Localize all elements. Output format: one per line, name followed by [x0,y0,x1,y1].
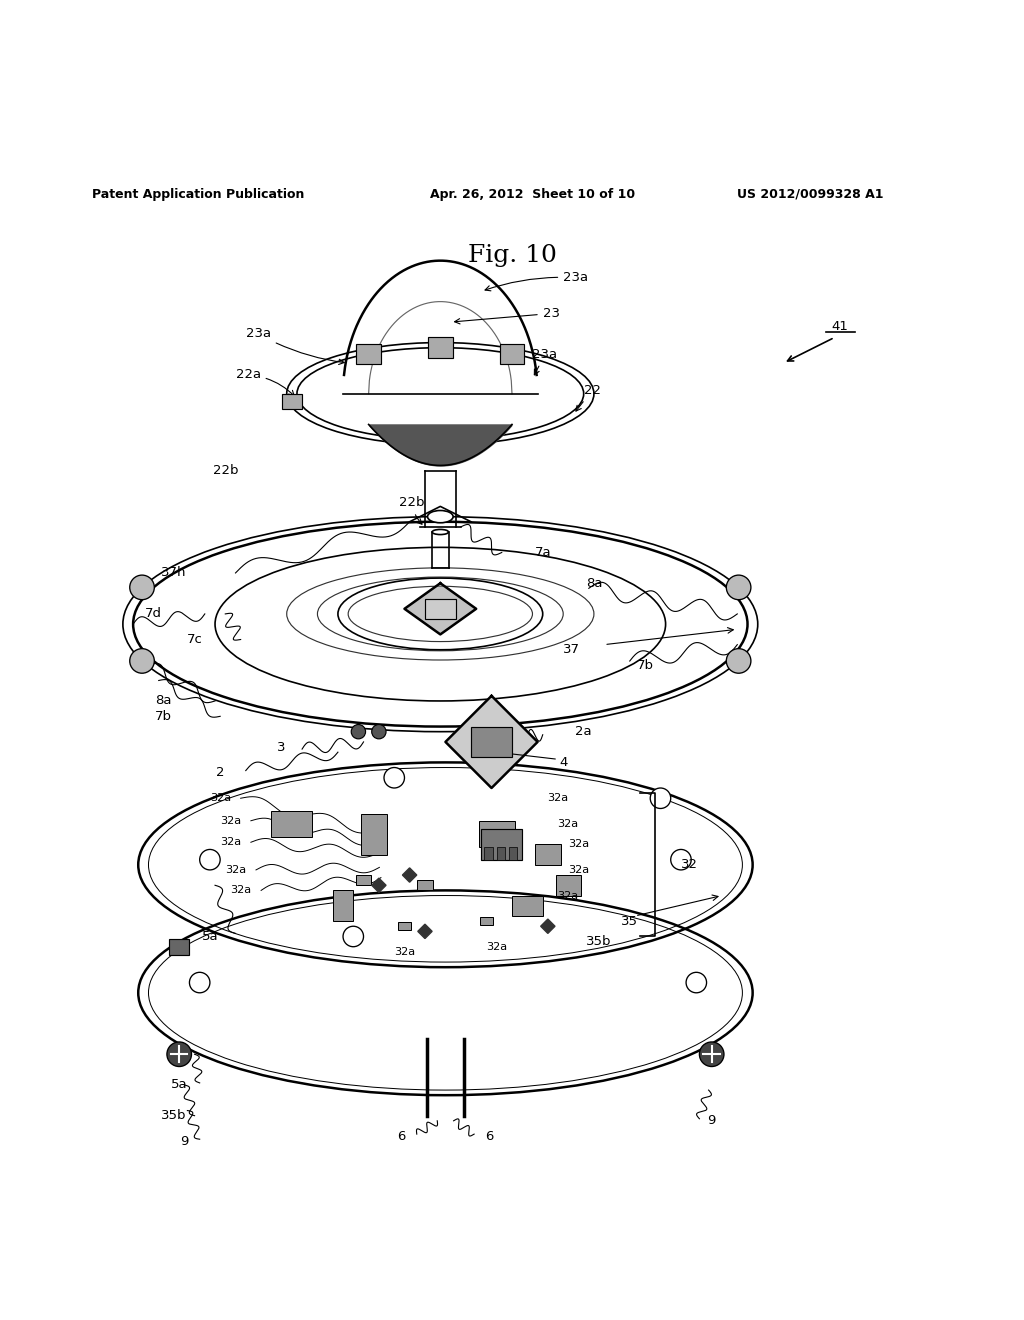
Text: 23a: 23a [532,348,558,375]
Bar [271,810,312,837]
Text: 35b: 35b [162,1109,186,1122]
Bar [333,891,353,921]
Text: 6: 6 [485,1130,494,1143]
Bar [428,338,453,358]
Circle shape [372,725,386,739]
Text: 7d: 7d [145,607,162,620]
Circle shape [130,648,155,673]
Text: 32a: 32a [394,946,415,957]
Text: 32a: 32a [557,818,579,829]
Text: 32a: 32a [567,865,589,875]
Bar [169,939,189,954]
Text: 7b: 7b [637,659,653,672]
Circle shape [167,1041,191,1067]
Circle shape [189,973,210,993]
Circle shape [699,1041,724,1067]
Text: 23a: 23a [246,327,344,364]
Text: 41: 41 [831,319,848,333]
Circle shape [686,973,707,993]
Bar [497,847,505,859]
Text: 5a: 5a [171,1078,187,1092]
Text: US 2012/0099328 A1: US 2012/0099328 A1 [737,187,884,201]
Circle shape [650,788,671,808]
Text: Apr. 26, 2012  Sheet 10 of 10: Apr. 26, 2012 Sheet 10 of 10 [430,187,635,201]
Text: 22b: 22b [399,496,425,524]
Text: 32a: 32a [557,891,579,900]
Polygon shape [372,878,386,892]
Text: 35: 35 [622,915,638,928]
Text: 32a: 32a [230,886,252,895]
Text: 2: 2 [216,766,224,779]
Bar [360,813,387,854]
Bar [282,393,302,409]
Text: 35b: 35b [587,935,611,948]
Text: 4: 4 [559,756,567,768]
Text: 32a: 32a [225,865,247,875]
Text: 9: 9 [708,1114,716,1127]
Bar [425,598,456,619]
Text: 32: 32 [681,858,698,871]
Text: 3: 3 [278,741,286,754]
Text: 7b: 7b [156,710,172,723]
Circle shape [351,725,366,739]
Text: 32a: 32a [547,793,568,804]
Text: 7a: 7a [535,546,551,558]
Text: Fig. 10: Fig. 10 [468,244,556,267]
Text: 6: 6 [397,1130,406,1143]
Circle shape [726,576,751,599]
Text: 32a: 32a [567,840,589,849]
Text: 2a: 2a [575,725,592,738]
Bar [512,895,543,916]
Circle shape [130,576,155,599]
Text: 23: 23 [455,308,560,323]
Text: 8a: 8a [586,577,602,590]
Text: 9: 9 [180,1135,188,1148]
Text: 32a: 32a [220,816,242,826]
Bar [418,880,432,891]
Text: 32a: 32a [210,793,231,804]
Circle shape [671,850,691,870]
Polygon shape [404,583,476,635]
Text: 32a: 32a [486,941,507,952]
Bar [481,829,522,859]
Bar [480,917,493,925]
Text: 23a: 23a [485,271,589,290]
Bar [356,875,371,886]
Text: Patent Application Publication: Patent Application Publication [92,187,304,201]
Text: 22: 22 [575,384,601,411]
Bar [478,821,514,847]
Bar [356,343,381,364]
Circle shape [384,767,404,788]
Text: 22a: 22a [236,368,294,396]
Polygon shape [402,867,417,882]
Bar [536,845,561,865]
Text: 22b: 22b [213,465,238,477]
Text: 37h: 37h [162,566,186,579]
Circle shape [200,850,220,870]
Text: 5a: 5a [202,931,218,942]
Text: 7c: 7c [186,634,203,645]
Bar [398,923,411,931]
Ellipse shape [138,763,753,968]
Ellipse shape [428,511,453,523]
Bar [484,847,493,859]
Bar [500,343,524,364]
Text: 37: 37 [563,643,581,656]
Polygon shape [541,919,555,933]
Polygon shape [445,696,538,788]
Circle shape [343,927,364,946]
Bar [471,726,512,758]
Bar [555,875,582,895]
Circle shape [726,648,751,673]
Polygon shape [418,924,432,939]
Bar [509,847,517,859]
Text: 8a: 8a [156,694,172,708]
Text: 32a: 32a [220,837,242,847]
